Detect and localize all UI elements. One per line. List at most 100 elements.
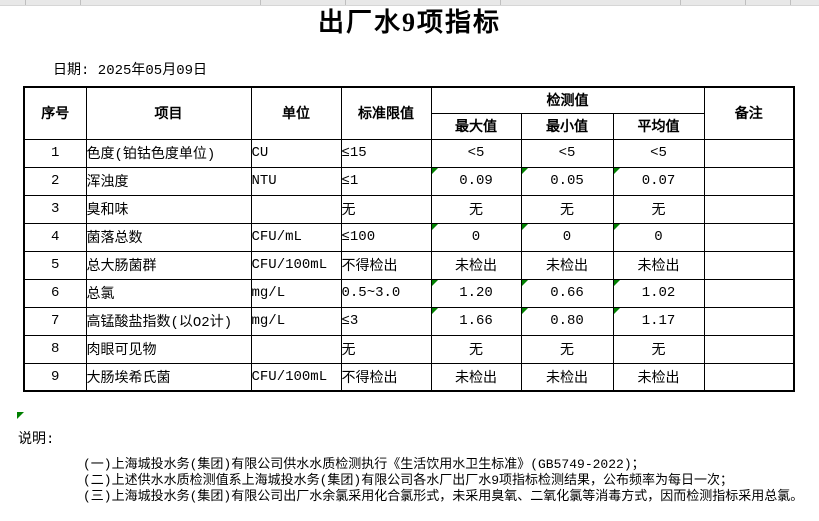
cell-min: 0.05	[520, 166, 614, 196]
cell-min: 0	[520, 222, 614, 252]
cell-item: 臭和味	[85, 194, 252, 224]
date-label: 日期: 2025年05月09日	[53, 63, 208, 79]
table-header: 序号 项目 单位 标准限值 检测值 备注 最大值 最小值 平均值	[23, 86, 795, 140]
cell-avg: 0.07	[612, 166, 705, 196]
table-row: 5 总大肠菌群 CFU/100mL 不得检出 未检出 未检出 未检出	[23, 250, 795, 280]
cell-min: 0.66	[520, 278, 614, 308]
cell-limit: 不得检出	[340, 362, 432, 392]
cell-no: 2	[23, 166, 87, 196]
header-unit: 单位	[250, 86, 342, 140]
cell-item: 菌落总数	[85, 222, 252, 252]
table-row: 6 总氯 mg/L 0.5~3.0 1.20 0.66 1.02	[23, 278, 795, 308]
cell-unit: mg/L	[250, 306, 342, 336]
text-number-flag-icon	[432, 224, 439, 231]
cell-unit	[250, 334, 342, 364]
notes-label: 说明:	[18, 432, 55, 448]
grid-strip-separator	[680, 0, 681, 5]
cell-min: 无	[520, 334, 614, 364]
cell-limit: ≤3	[340, 306, 432, 336]
cell-item: 浑浊度	[85, 166, 252, 196]
header-no: 序号	[23, 86, 87, 140]
cell-min: 未检出	[520, 362, 614, 392]
cell-max: 1.66	[430, 306, 522, 336]
cell-remark	[703, 166, 795, 196]
cell-unit	[250, 194, 342, 224]
cell-unit: mg/L	[250, 278, 342, 308]
text-number-flag-icon	[614, 308, 621, 315]
grid-strip-separator	[345, 0, 346, 5]
table-row: 1 色度(铂钴色度单位) CU ≤15 <5 <5 <5	[23, 138, 795, 168]
cell-item: 总氯	[85, 278, 252, 308]
cell-unit: CU	[250, 138, 342, 168]
cell-limit: 无	[340, 194, 432, 224]
cell-no: 1	[23, 138, 87, 168]
table-row: 4 菌落总数 CFU/mL ≤100 0 0 0	[23, 222, 795, 252]
cell-avg: 未检出	[612, 362, 705, 392]
cell-item: 大肠埃希氏菌	[85, 362, 252, 392]
cell-max: <5	[430, 138, 522, 168]
cell-no: 8	[23, 334, 87, 364]
cell-min: <5	[520, 138, 614, 168]
cell-no: 7	[23, 306, 87, 336]
cell-remark	[703, 362, 795, 392]
cell-unit: CFU/100mL	[250, 250, 342, 280]
cell-min: 0.80	[520, 306, 614, 336]
cell-max: 0	[430, 222, 522, 252]
cell-no: 3	[23, 194, 87, 224]
text-number-flag-icon	[522, 224, 529, 231]
header-limit: 标准限值	[340, 86, 432, 140]
page-title: 出厂水9项指标	[317, 8, 501, 37]
cell-max: 1.20	[430, 278, 522, 308]
cell-item: 色度(铂钴色度单位)	[85, 138, 252, 168]
cell-avg: 1.02	[612, 278, 705, 308]
cell-no: 6	[23, 278, 87, 308]
grid-strip-separator	[25, 0, 26, 5]
notes-block: (一)上海城投水务(集团)有限公司供水水质检测执行《生活饮用水卫生标准》(GB5…	[83, 457, 803, 505]
cell-no: 4	[23, 222, 87, 252]
cell-remark	[703, 306, 795, 336]
cell-min: 未检出	[520, 250, 614, 280]
header-max: 最大值	[430, 112, 522, 140]
cell-limit: ≤100	[340, 222, 432, 252]
cell-max: 无	[430, 334, 522, 364]
header-min: 最小值	[520, 112, 614, 140]
cell-limit: 不得检出	[340, 250, 432, 280]
cell-remark	[703, 138, 795, 168]
stray-error-flag-icon	[17, 412, 24, 419]
table-row: 7 高锰酸盐指数(以O2计) mg/L ≤3 1.66 0.80 1.17	[23, 306, 795, 336]
grid-strip-separator	[80, 0, 81, 5]
header-avg: 平均值	[612, 112, 705, 140]
text-number-flag-icon	[522, 280, 529, 287]
cell-no: 9	[23, 362, 87, 392]
table-row: 3 臭和味无无无无	[23, 194, 795, 224]
grid-strip-separator	[790, 0, 791, 5]
cell-item: 高锰酸盐指数(以O2计)	[85, 306, 252, 336]
header-detection-group: 检测值	[430, 86, 705, 114]
cell-max: 未检出	[430, 362, 522, 392]
indicators-table: 序号 项目 单位 标准限值 检测值 备注 最大值 最小值 平均值 1 色度(铂钴色…	[23, 86, 796, 392]
text-number-flag-icon	[614, 280, 621, 287]
text-number-flag-icon	[432, 168, 439, 175]
cell-item: 肉眼可见物	[85, 334, 252, 364]
cell-unit: CFU/mL	[250, 222, 342, 252]
cell-remark	[703, 278, 795, 308]
grid-strip-separator	[260, 0, 261, 5]
cell-limit: ≤15	[340, 138, 432, 168]
cell-limit: 无	[340, 334, 432, 364]
cell-avg: 无	[612, 194, 705, 224]
cell-remark	[703, 334, 795, 364]
cell-unit: NTU	[250, 166, 342, 196]
table-row: 2 浑浊度 NTU ≤1 0.09 0.05 0.07	[23, 166, 795, 196]
text-number-flag-icon	[432, 280, 439, 287]
cell-avg: 未检出	[612, 250, 705, 280]
text-number-flag-icon	[432, 308, 439, 315]
cell-limit: 0.5~3.0	[340, 278, 432, 308]
grid-strip-separator	[745, 0, 746, 5]
cell-item: 总大肠菌群	[85, 250, 252, 280]
cell-remark	[703, 250, 795, 280]
text-number-flag-icon	[522, 168, 529, 175]
cell-max: 0.09	[430, 166, 522, 196]
cell-limit: ≤1	[340, 166, 432, 196]
note-line: (二)上述供水水质检测值系上海城投水务(集团)有限公司各水厂出厂水9项指标检测结…	[83, 473, 734, 488]
